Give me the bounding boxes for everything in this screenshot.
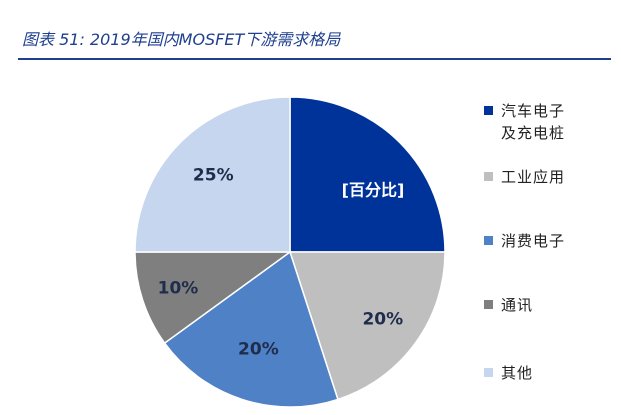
legend-item-4: 通讯 <box>484 294 533 316</box>
legend-swatch <box>484 106 493 115</box>
legend-label: 消费电子 <box>501 232 566 250</box>
pie-slice-5 <box>134 96 291 253</box>
legend-label: 汽车电子 及充电桩 <box>501 102 566 142</box>
unit-note: [百分比] <box>342 181 405 200</box>
legend-swatch <box>484 368 493 377</box>
caption-underline <box>18 58 611 60</box>
legend-item-2: 工业应用 <box>484 166 565 188</box>
pie-slices <box>134 96 446 408</box>
slice-value-label-2: 20% <box>362 309 403 329</box>
legend-swatch <box>484 172 493 181</box>
legend-label: 其他 <box>501 364 534 382</box>
pie-slice-1 <box>289 96 446 253</box>
legend-label: 工业应用 <box>501 168 566 186</box>
legend-swatch <box>484 236 493 245</box>
pie-slice-4 <box>134 251 293 345</box>
legend-item-5: 其他 <box>484 362 533 384</box>
slice-value-label-4: 10% <box>158 278 199 298</box>
figure-caption: 图表 51: 2019年国内MOSFET下游需求格局 <box>22 30 341 49</box>
legend-item-1: 汽车电子 及充电桩 <box>484 100 565 144</box>
legend-label: 通讯 <box>501 296 534 314</box>
pie-slice-2 <box>288 251 446 401</box>
pie-slice-3 <box>163 250 339 408</box>
slice-value-label-3: 20% <box>238 339 279 359</box>
legend-item-3: 消费电子 <box>484 230 565 252</box>
slice-value-label-5: 25% <box>193 165 234 185</box>
legend-swatch <box>484 300 493 309</box>
pie-labels: 20% 20% 10% 25% [百分比] <box>158 165 405 359</box>
